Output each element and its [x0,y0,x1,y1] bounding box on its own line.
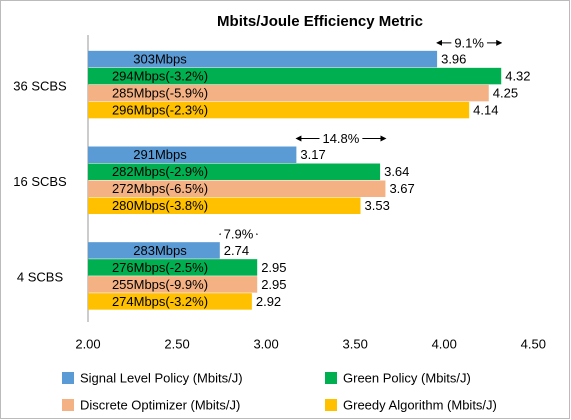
bar-label: 303Mbps [133,52,187,67]
bar [88,276,258,293]
annotation: 9.1% [454,35,484,50]
bar [88,50,438,68]
chart-title: Mbits/Joule Efficiency Metric [217,13,423,30]
bar-label: 294Mbps(-3.2%) [112,69,208,84]
bar-label: 291Mbps [133,147,187,162]
value-label: 2.74 [224,243,249,258]
legend-label: Greedy Algorithm (Mbits/J) [343,397,497,412]
y-tick-label: 36 SCBS [13,78,67,93]
bar [88,84,489,102]
bar-label: 283Mbps [133,243,187,258]
legend-swatch [62,372,74,384]
bar-label: 274Mbps(-3.2%) [112,294,208,309]
legend-swatch [325,372,337,384]
bar-label: 282Mbps(-2.9%) [112,164,208,179]
annotation-bg [319,131,363,146]
legend-swatch [62,399,74,411]
value-label: 4.14 [473,103,498,118]
y-tick-label: 16 SCBS [13,174,67,189]
value-label: 3.53 [365,198,390,213]
legend-swatch [325,399,337,411]
bar [88,197,361,214]
legend-label: Signal Level Policy (Mbits/J) [80,370,243,385]
bar [88,163,381,180]
bar [88,67,502,85]
annotation: 14.8% [322,131,359,146]
value-label: 3.64 [384,164,409,179]
x-tick-label: 2.00 [75,336,100,351]
bar-label: 272Mbps(-6.5%) [112,181,208,196]
value-label: 4.25 [493,86,518,101]
x-tick-label: 2.50 [164,336,189,351]
bar [88,293,252,310]
annotation: 7.9% [224,227,254,242]
bar-label: 255Mbps(-9.9%) [112,277,208,292]
value-label: 3.96 [441,52,466,67]
x-tick-label: 3.00 [253,336,278,351]
bar [88,259,258,276]
bar [88,146,297,163]
bar-label: 296Mbps(-2.3%) [112,103,208,118]
value-label: 2.95 [261,277,286,292]
legend-label: Green Policy (Mbits/J) [343,370,471,385]
value-label: 2.95 [261,260,286,275]
annotation-bg [220,227,257,242]
bar [88,180,386,197]
annotation-bg [451,35,487,50]
bar-label: 276Mbps(-2.5%) [112,260,208,275]
bar [88,242,220,259]
x-tick-label: 4.00 [432,336,457,351]
bar-label: 280Mbps(-3.8%) [112,198,208,213]
value-label: 2.92 [256,294,281,309]
legend-label: Discrete Optimizer (Mbits/J) [80,397,240,412]
value-label: 3.17 [300,147,325,162]
y-tick-label: 4 SCBS [17,270,64,285]
x-tick-label: 4.50 [521,336,546,351]
bar-label: 285Mbps(-5.9%) [112,86,208,101]
bar [88,101,470,119]
value-label: 3.67 [389,181,414,196]
value-label: 4.32 [505,69,530,84]
x-tick-label: 3.50 [343,336,368,351]
